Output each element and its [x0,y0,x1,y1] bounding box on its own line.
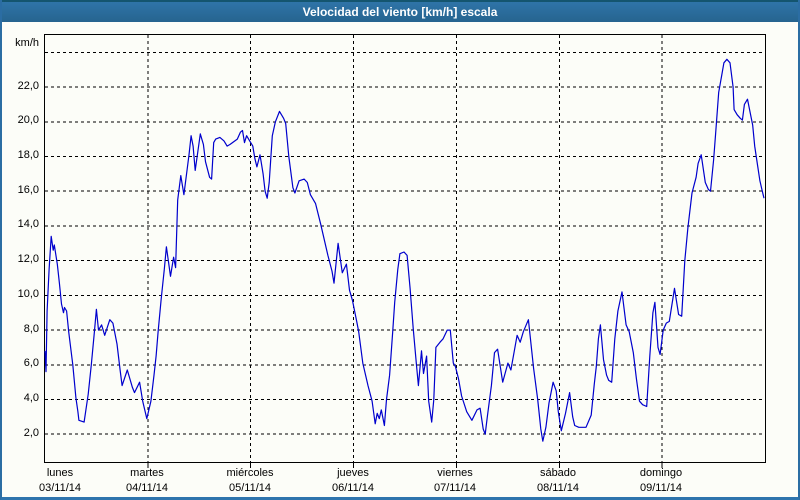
y-axis-unit-label: km/h [15,37,39,49]
y-tick-label: 14,0 [17,218,39,230]
x-day-label: viernes 07/11/14 [434,466,476,496]
day-date: 06/11/14 [331,482,375,494]
y-tick-label: 2,0 [23,427,39,439]
day-date: 05/11/14 [228,482,272,494]
wind-speed-line [44,58,765,442]
day-date: 08/11/14 [536,482,580,494]
y-tick-label: 4,0 [23,392,39,404]
y-tick-label: 18,0 [17,149,39,161]
chart-title-bar: Velocidad del viento [km/h] escala [2,0,798,22]
y-tick-label: 8,0 [23,323,39,335]
day-name: domingo [639,467,683,479]
day-name: miércoles [226,467,274,479]
x-day-label: miércoles 05/11/14 [226,466,273,496]
y-tick-label: 22,0 [17,80,39,92]
x-day-label: sábado 08/11/14 [537,466,579,496]
chart-canvas [44,35,765,468]
y-tick-label: 16,0 [17,184,39,196]
y-tick-label: 20,0 [17,114,39,126]
x-day-label: lunes 03/11/14 [39,466,81,496]
x-day-label: martes 04/11/14 [126,466,168,496]
x-day-label: domingo 09/11/14 [640,466,682,496]
plot-area [44,34,766,463]
day-name: jueves [337,467,369,479]
day-date: 04/11/14 [125,482,169,494]
y-tick-label: 6,0 [23,357,39,369]
day-name: viernes [437,467,473,479]
day-date: 09/11/14 [639,482,683,494]
y-tick-label: 12,0 [17,253,39,265]
day-date: 07/11/14 [433,482,477,494]
day-name: martes [130,467,164,479]
y-tick-label: 10,0 [17,288,39,300]
day-name: lunes [46,467,74,479]
day-date: 03/11/14 [38,482,82,494]
x-day-label: jueves 06/11/14 [332,466,374,496]
day-name: sábado [539,467,577,479]
